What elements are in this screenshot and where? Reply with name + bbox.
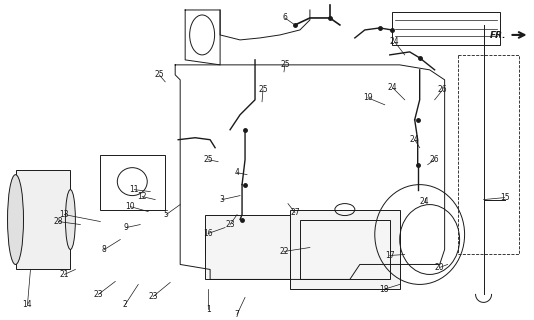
Text: 1: 1 bbox=[206, 305, 210, 314]
Bar bbox=[458, 55, 520, 254]
Text: 24: 24 bbox=[410, 135, 420, 144]
Text: 10: 10 bbox=[125, 202, 135, 211]
Bar bbox=[290, 210, 400, 289]
Ellipse shape bbox=[65, 190, 75, 250]
Text: 24: 24 bbox=[388, 83, 397, 92]
Text: 26: 26 bbox=[438, 85, 447, 94]
Text: 14: 14 bbox=[22, 300, 32, 309]
Text: 23: 23 bbox=[225, 220, 235, 229]
Text: 25: 25 bbox=[203, 155, 213, 164]
Text: 11: 11 bbox=[130, 185, 139, 194]
Text: 25: 25 bbox=[258, 85, 268, 94]
Text: 2: 2 bbox=[123, 300, 128, 309]
Text: 24: 24 bbox=[420, 197, 429, 206]
Text: 17: 17 bbox=[385, 251, 395, 260]
Text: 3: 3 bbox=[219, 195, 224, 204]
Text: 24: 24 bbox=[390, 37, 399, 46]
Text: 23: 23 bbox=[148, 292, 158, 301]
Text: 15: 15 bbox=[500, 193, 509, 202]
Text: 23: 23 bbox=[93, 290, 103, 299]
Text: 25: 25 bbox=[280, 60, 290, 69]
Text: 28: 28 bbox=[54, 217, 63, 226]
Ellipse shape bbox=[7, 175, 23, 264]
Text: 25: 25 bbox=[154, 70, 164, 79]
Text: 16: 16 bbox=[203, 229, 213, 238]
Text: 18: 18 bbox=[379, 285, 389, 294]
Text: 5: 5 bbox=[164, 210, 169, 219]
Text: FR.: FR. bbox=[490, 31, 507, 40]
Text: 6: 6 bbox=[282, 13, 287, 22]
Text: 21: 21 bbox=[60, 270, 69, 279]
Text: 9: 9 bbox=[124, 223, 129, 232]
Text: 26: 26 bbox=[430, 155, 439, 164]
Text: 20: 20 bbox=[435, 263, 444, 272]
Text: 8: 8 bbox=[102, 245, 107, 254]
Text: 22: 22 bbox=[279, 247, 289, 256]
Text: 13: 13 bbox=[60, 210, 69, 219]
Text: 7: 7 bbox=[234, 310, 239, 319]
Text: 27: 27 bbox=[290, 208, 300, 217]
Text: 12: 12 bbox=[137, 192, 147, 201]
Bar bbox=[392, 12, 499, 45]
Text: 19: 19 bbox=[363, 93, 373, 102]
Bar bbox=[300, 220, 390, 279]
Bar bbox=[100, 155, 165, 210]
Bar bbox=[205, 215, 290, 279]
Bar bbox=[15, 170, 70, 269]
Text: 4: 4 bbox=[234, 168, 239, 177]
